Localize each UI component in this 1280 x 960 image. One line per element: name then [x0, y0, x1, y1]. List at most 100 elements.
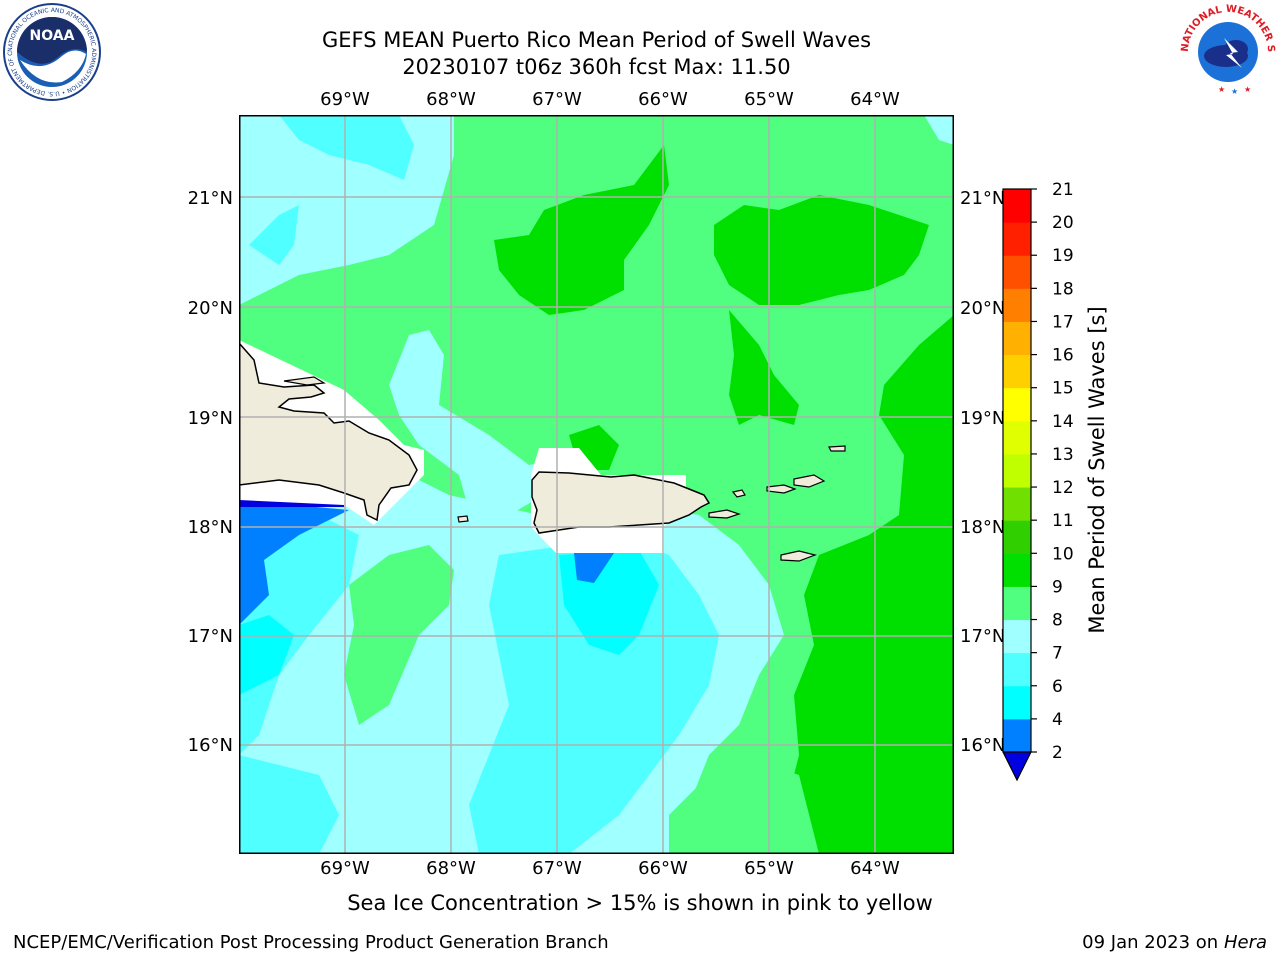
- sea-ice-note: Sea Ice Concentration > 15% is shown in …: [347, 891, 933, 915]
- field-6s-sw: [239, 615, 294, 695]
- map-frame: [239, 115, 954, 854]
- colorbar-tick-label: 21: [1052, 180, 1074, 200]
- land-hispaniola: [239, 341, 418, 522]
- colorbar-band: [1003, 487, 1031, 521]
- lat-label-right: 16°N: [960, 735, 1005, 756]
- lon-label-bottom: 67°W: [532, 858, 582, 879]
- lon-label-top: 68°W: [426, 89, 476, 110]
- svg-text:★: ★: [1218, 85, 1225, 94]
- map-panel: [239, 115, 954, 854]
- colorbar-band: [1003, 453, 1031, 488]
- footer-host: Hera: [1223, 932, 1267, 953]
- field-10s-north: [494, 145, 669, 315]
- colorbar-tick-label: 12: [1052, 478, 1074, 498]
- axis-labels: 69°W 68°W 67°W 66°W 65°W 64°W 69°W 68°W …: [188, 89, 1006, 879]
- lon-label-bottom: 69°W: [320, 858, 370, 879]
- lon-label-top: 66°W: [638, 89, 688, 110]
- field-8s-nw2: [249, 205, 299, 265]
- lat-label-left: 17°N: [188, 626, 233, 647]
- field-9s-center: [389, 330, 569, 515]
- lat-label-right: 21°N: [960, 188, 1005, 209]
- field-4s-sw: [239, 500, 349, 625]
- field-9s-central-green: [344, 545, 454, 725]
- colorbar-tick-label: 15: [1052, 379, 1074, 399]
- svg-text:★: ★: [1244, 85, 1251, 94]
- chart-subtitle: 20230107 t06z 360h fcst Max: 11.50: [402, 55, 791, 79]
- colorbar-band: [1003, 586, 1031, 621]
- svg-text:★: ★: [1231, 87, 1238, 96]
- footer-date: 09 Jan 2023 on: [1082, 932, 1219, 953]
- lat-label-left: 16°N: [188, 735, 233, 756]
- colorbar-band: [1003, 718, 1031, 753]
- colorbar-tick-label: 17: [1052, 312, 1074, 332]
- lat-label-right: 19°N: [960, 408, 1005, 429]
- field-9s-ne: [924, 115, 954, 145]
- land-vieques: [708, 509, 741, 519]
- field-9s-south-green: [669, 755, 819, 854]
- colorbar-band: [1003, 652, 1031, 687]
- colorbar-tick-label: 20: [1052, 213, 1074, 233]
- colorbar-tick-label: 13: [1052, 445, 1074, 465]
- graticule: [239, 115, 954, 854]
- land-tortuga: [283, 376, 326, 386]
- colorbar-tick-label: 18: [1052, 279, 1074, 299]
- land-mona: [457, 515, 469, 523]
- colorbar-band: [1003, 354, 1031, 389]
- lat-label-left: 18°N: [188, 517, 233, 538]
- colorbar-tick-label: 19: [1052, 246, 1074, 266]
- colorbar-tick-label: 16: [1052, 346, 1074, 366]
- colorbar-tick-label: 6: [1052, 677, 1063, 697]
- field-8s-south: [239, 515, 359, 755]
- lon-label-top: 65°W: [744, 89, 794, 110]
- field-4s-pr: [574, 553, 614, 583]
- colorbar-band: [1003, 321, 1031, 356]
- colorbar-band: [1003, 387, 1031, 422]
- land-culebra: [731, 489, 746, 498]
- colorbar-band: [1003, 288, 1031, 322]
- colorbar-band: [1003, 553, 1031, 587]
- colorbar-band: [1003, 685, 1031, 720]
- colorbar-band: [1003, 619, 1031, 654]
- colorbar-band: [1003, 222, 1031, 256]
- lat-label-right: 20°N: [960, 298, 1005, 319]
- colorbar-label: Mean Period of Swell Waves [s]: [1085, 306, 1109, 633]
- land-anegada: [828, 445, 846, 452]
- colorbar: 2 4 6 7 8 9 10 11 12 13 14 15 16 17 18 19 20 21 Mean Peri…: [1002, 180, 1109, 782]
- noaa-logo: NATIONAL OCEANIC AND ATMOSPHERIC ADMINIS…: [2, 2, 101, 101]
- colorbar-swatches: [1003, 189, 1031, 753]
- colorbar-ticks: 2 4 6 7 8 9 10 11 12 13 14 15 16 17 18 19 20 21: [1031, 180, 1074, 763]
- colorbar-tick-label: 2: [1052, 743, 1063, 763]
- colorbar-frame: [1002, 188, 1032, 753]
- colorbar-band: [1003, 189, 1031, 223]
- colorbar-tick-label: 4: [1052, 710, 1063, 730]
- colorbar-tick-label: 7: [1052, 644, 1063, 664]
- field-10s-mid: [729, 310, 799, 425]
- colorbar-tick-label: 8: [1052, 611, 1063, 631]
- lon-label-top: 69°W: [320, 89, 370, 110]
- lat-label-right: 17°N: [960, 626, 1005, 647]
- footer-credit: NCEP/EMC/Verification Post Processing Pr…: [13, 932, 609, 953]
- land-puerto-rico: [531, 471, 711, 534]
- colorbar-band: [1003, 520, 1031, 554]
- colorbar-band: [1003, 255, 1031, 289]
- colorbar-band: [1003, 420, 1031, 455]
- lon-label-bottom: 66°W: [638, 858, 688, 879]
- lon-label-bottom: 65°W: [744, 858, 794, 879]
- colorbar-tick-label: 9: [1052, 577, 1063, 597]
- lon-label-bottom: 68°W: [426, 858, 476, 879]
- lat-label-left: 20°N: [188, 298, 233, 319]
- lat-label-left: 21°N: [188, 188, 233, 209]
- lon-label-top: 64°W: [850, 89, 900, 110]
- chart-title: GEFS MEAN Puerto Rico Mean Period of Swe…: [321, 28, 872, 52]
- field-8s-south2: [239, 755, 339, 854]
- noaa-logo-text: NOAA: [30, 28, 75, 44]
- nws-logo: NATIONAL WEATHER SERVICE ★ ★ ★: [1176, 2, 1276, 99]
- colorbar-under-triangle: [1002, 751, 1032, 782]
- field-8s-central: [469, 535, 719, 854]
- land-virgin-islands: [766, 484, 797, 494]
- lon-label-bottom: 64°W: [850, 858, 900, 879]
- field-8s-nw: [279, 115, 414, 180]
- land-st-croix: [780, 550, 818, 562]
- colorbar-tick-label: 14: [1052, 412, 1074, 432]
- land-virgin-islands-2: [793, 474, 826, 488]
